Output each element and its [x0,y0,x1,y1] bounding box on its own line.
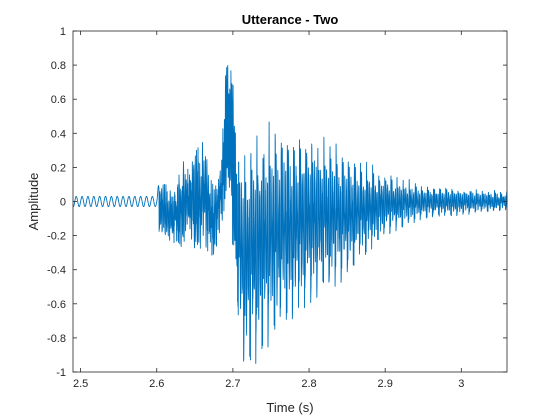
y-tick-label: 0 [60,197,66,209]
y-axis-ticks: -1 -0.8 -0.6 -0.4 -0.2 0 0.2 0.4 0.6 0.8 1 [47,26,507,379]
y-axis-label: Amplitude [26,173,41,231]
y-tick-label: -0.4 [47,265,66,277]
chart-title: Utterance - Two [242,12,339,27]
y-tick-label: -0.6 [47,299,66,311]
y-tick-label: 0.6 [51,94,66,106]
y-tick-label: 0.8 [51,60,66,72]
x-tick-label: 2.9 [378,378,393,390]
x-axis-label: Time (s) [266,400,313,415]
y-tick-label: 0.4 [51,128,66,140]
x-tick-label: 3 [458,378,464,390]
x-tick-label: 2.5 [73,378,88,390]
signal-path [72,65,508,364]
y-tick-label: -1 [56,367,66,379]
x-tick-label: 2.7 [225,378,240,390]
y-tick-label: -0.8 [47,333,66,345]
signal-line [72,65,508,364]
x-tick-label: 2.8 [301,378,316,390]
y-tick-label: 1 [60,26,66,38]
y-tick-label: -0.2 [47,231,66,243]
y-tick-label: 0.2 [51,162,66,174]
x-tick-label: 2.6 [149,378,164,390]
x-axis-ticks: 2.5 2.6 2.7 2.8 2.9 3 [73,31,464,390]
